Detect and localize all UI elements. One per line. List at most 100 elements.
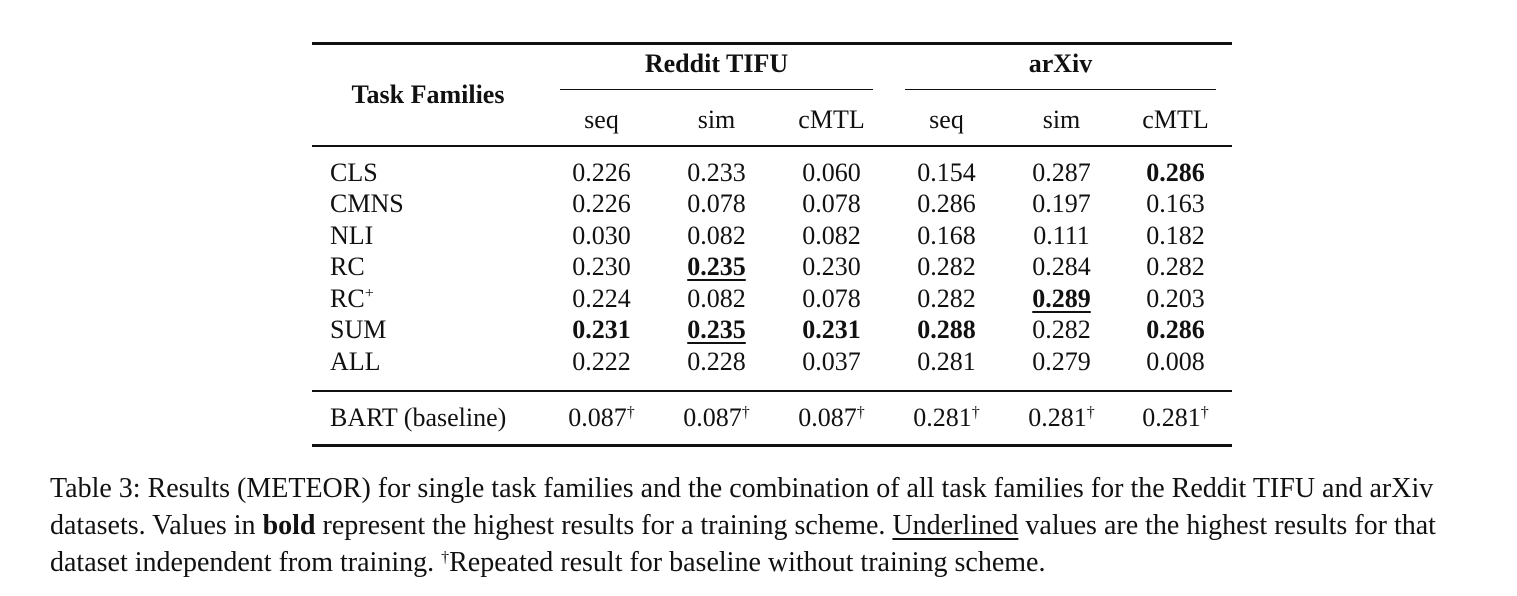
table-cell: 0.281: [889, 346, 1004, 391]
baseline-cell: 0.087†: [544, 389, 659, 445]
cell-value: 0.224: [572, 283, 631, 313]
cell-value: 0.230: [802, 252, 861, 282]
dagger-mark: †: [741, 403, 750, 421]
cell-value: 0.231: [572, 315, 631, 345]
caption-bold-word: bold: [262, 510, 316, 541]
cell-value: 0.203: [1146, 283, 1205, 313]
baseline-cell: 0.087†: [659, 389, 774, 445]
baseline-cell: 0.281†: [1119, 389, 1232, 445]
cell-value: 0.226: [572, 189, 631, 219]
table-cell: 0.231: [774, 315, 889, 347]
table-cell: 0.197: [1004, 189, 1119, 221]
cell-value: 0.182: [1146, 220, 1205, 250]
cell-value: 0.288: [917, 315, 976, 345]
dagger-mark: †: [971, 403, 980, 421]
caption-underlined-word: Underlined: [892, 510, 1019, 541]
table-cell: 0.231: [544, 315, 659, 347]
table-row: ALL 0.222 0.228 0.037 0.281 0.279 0.008: [312, 346, 1232, 391]
table-cell: 0.282: [1004, 315, 1119, 347]
table-cell: 0.282: [889, 252, 1004, 284]
row-label-text: NLI: [330, 220, 374, 250]
table-cell: 0.037: [774, 346, 889, 391]
row-header: Task Families: [312, 43, 544, 147]
table-cell: 0.289: [1004, 283, 1119, 315]
cell-value: 0.287: [1032, 157, 1091, 187]
cell-value: 0.078: [802, 189, 861, 219]
table-cell: 0.008: [1119, 346, 1232, 391]
table-cell: 0.230: [544, 252, 659, 284]
baseline-cell: 0.281†: [1004, 389, 1119, 445]
cell-value: 0.087: [568, 402, 627, 432]
table-row: CLS 0.226 0.233 0.060 0.154 0.287 0.286: [312, 146, 1232, 189]
cell-value: 0.222: [572, 346, 631, 376]
table-cell: 0.168: [889, 220, 1004, 252]
table-cell: 0.111: [1004, 220, 1119, 252]
table-cell: 0.233: [659, 146, 774, 189]
cell-value: 0.078: [802, 283, 861, 313]
row-label-text: SUM: [330, 315, 387, 345]
baseline-label: BART (baseline): [312, 389, 544, 445]
cell-value: 0.289: [1032, 283, 1091, 313]
table-cell: 0.286: [889, 189, 1004, 221]
subcolumn-header: cMTL: [798, 105, 865, 134]
table-body: CLS 0.226 0.233 0.060 0.154 0.287 0.286 CMNS 0.2…: [312, 146, 1232, 391]
table-cell: 0.286: [1119, 315, 1232, 347]
caption-text: Repeated result for baseline without tra…: [449, 547, 1046, 578]
subcolumn-header: sim: [1042, 105, 1081, 134]
dagger-mark: †: [1086, 403, 1095, 421]
row-label: ALL: [312, 346, 544, 391]
table-cell: 0.082: [659, 283, 774, 315]
cell-value: 0.154: [917, 157, 976, 187]
row-label-superscript: +: [364, 284, 374, 302]
table-cell: 0.078: [774, 189, 889, 221]
table-cell: 0.230: [774, 252, 889, 284]
cell-value: 0.168: [917, 220, 976, 250]
baseline-cell: 0.281†: [889, 389, 1004, 445]
cell-value: 0.226: [572, 157, 631, 187]
table-cell: 0.287: [1004, 146, 1119, 189]
group-label: arXiv: [905, 50, 1216, 90]
table-cell: 0.235: [659, 315, 774, 347]
row-label-text: CLS: [330, 157, 378, 187]
cell-value: 0.230: [572, 252, 631, 282]
caption-text: values are the highest results for that …: [50, 510, 1436, 578]
table-cell: 0.282: [889, 283, 1004, 315]
row-label: RC: [312, 252, 544, 284]
caption-dagger: †: [441, 549, 450, 566]
subcolumn-header: sim: [697, 105, 736, 134]
cell-value: 0.235: [687, 315, 746, 345]
subcolumn-header: seq: [584, 105, 619, 134]
cell-value: 0.284: [1032, 252, 1091, 282]
cell-value: 0.030: [572, 220, 631, 250]
row-label: NLI: [312, 220, 544, 252]
caption-text: represent the highest results for a trai…: [315, 510, 893, 541]
cell-value: 0.111: [1033, 220, 1090, 250]
table-cell: 0.060: [774, 146, 889, 189]
subcolumn-header: seq: [929, 105, 964, 134]
cell-value: 0.197: [1032, 189, 1091, 219]
row-label-text: RC: [330, 252, 365, 282]
table-cell: 0.082: [774, 220, 889, 252]
table-cell: 0.224: [544, 283, 659, 315]
cell-value: 0.282: [1032, 315, 1091, 345]
table-row: CMNS 0.226 0.078 0.078 0.286 0.197 0.163: [312, 189, 1232, 221]
cell-value: 0.087: [683, 402, 742, 432]
row-label: RC+: [312, 283, 544, 315]
cell-value: 0.082: [687, 220, 746, 250]
row-label: CMNS: [312, 189, 544, 221]
row-label-text: RC: [330, 283, 365, 313]
row-label-text: ALL: [330, 346, 381, 376]
group-header-arxiv: arXiv: [889, 44, 1232, 96]
cell-value: 0.008: [1146, 346, 1205, 376]
table-cell: 0.078: [774, 283, 889, 315]
cell-value: 0.037: [802, 346, 861, 376]
table-cell: 0.235: [659, 252, 774, 284]
group-header-reddit: Reddit TIFU: [544, 44, 889, 96]
cell-value: 0.282: [917, 252, 976, 282]
table-caption: Table 3: Results (METEOR) for single tas…: [50, 470, 1500, 581]
table-row: NLI 0.030 0.082 0.082 0.168 0.111 0.182: [312, 220, 1232, 252]
table-cell: 0.286: [1119, 146, 1232, 189]
cell-value: 0.233: [687, 157, 746, 187]
row-label: CLS: [312, 146, 544, 189]
cell-value: 0.281: [917, 346, 976, 376]
